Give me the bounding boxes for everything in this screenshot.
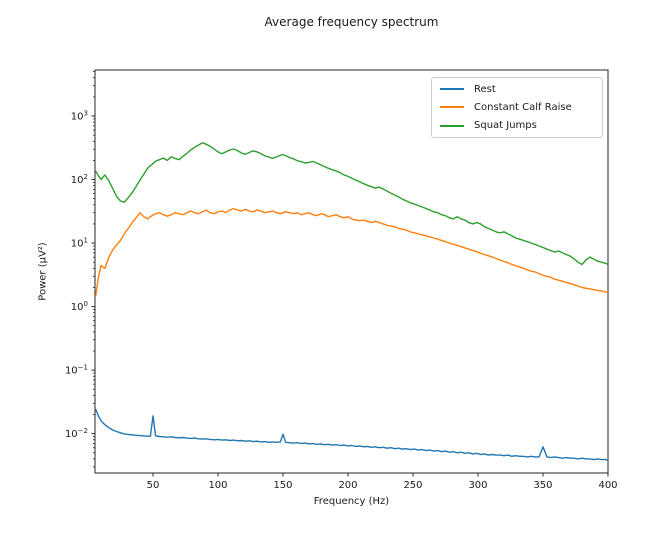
x-tick-label: 100 bbox=[208, 480, 227, 491]
series-line-squat-jumps bbox=[95, 142, 608, 266]
x-tick-label: 150 bbox=[273, 480, 292, 491]
plot-frame bbox=[94, 69, 609, 474]
x-tick-label: 50 bbox=[147, 480, 160, 491]
x-tick-label: 200 bbox=[338, 480, 357, 491]
legend: Rest Constant Calf Raise Squat Jumps bbox=[431, 77, 603, 138]
y-axis-label: Power (µV²) bbox=[37, 242, 49, 301]
legend-line-constant-calf-raise bbox=[440, 106, 464, 109]
legend-item-constant-calf-raise: Constant Calf Raise bbox=[440, 98, 594, 116]
y-tick-label: 101 bbox=[71, 237, 88, 250]
legend-label-rest: Rest bbox=[474, 83, 496, 95]
x-tick-label: 350 bbox=[533, 480, 552, 491]
x-tick-label: 400 bbox=[598, 480, 617, 491]
series-line-rest bbox=[95, 408, 608, 461]
y-tick-label: 103 bbox=[71, 110, 88, 123]
y-tick-label: 10−2 bbox=[65, 427, 88, 440]
series-lines bbox=[95, 142, 608, 461]
legend-item-rest: Rest bbox=[440, 80, 594, 98]
y-tick-label: 10−1 bbox=[65, 364, 88, 377]
x-tick-label: 250 bbox=[403, 480, 422, 491]
x-axis-label: Frequency (Hz) bbox=[313, 496, 390, 507]
legend-label-constant-calf-raise: Constant Calf Raise bbox=[474, 101, 572, 113]
legend-item-squat-jumps: Squat Jumps bbox=[440, 117, 594, 135]
chart-title: Average frequency spectrum bbox=[264, 15, 439, 29]
legend-line-squat-jumps bbox=[440, 124, 464, 127]
y-tick-label: 102 bbox=[71, 173, 88, 186]
legend-label-squat-jumps: Squat Jumps bbox=[474, 120, 537, 132]
legend-line-rest bbox=[440, 88, 464, 91]
y-tick-label: 100 bbox=[71, 300, 88, 313]
series-line-constant-calf-raise bbox=[95, 207, 608, 297]
x-tick-label: 300 bbox=[468, 480, 487, 491]
